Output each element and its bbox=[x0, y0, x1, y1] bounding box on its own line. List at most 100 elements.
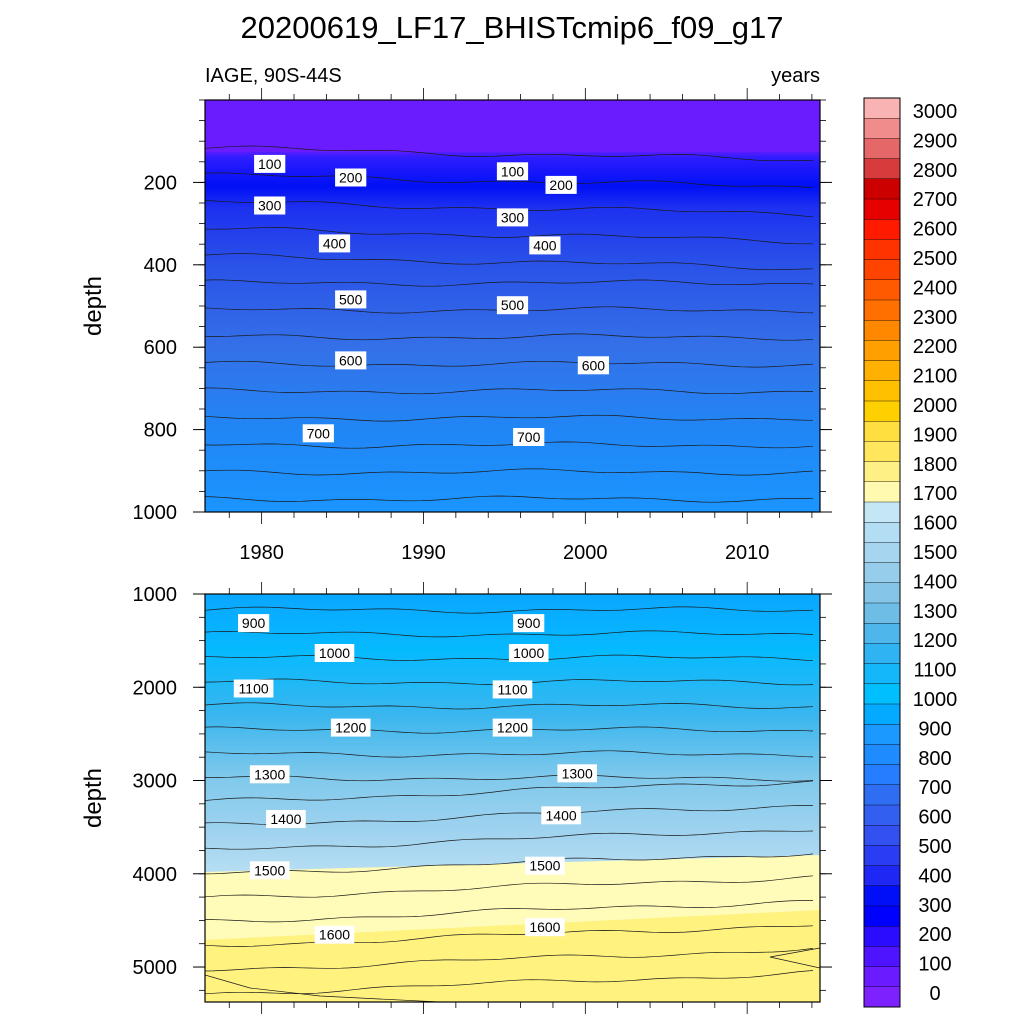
colorbar-label: 0 bbox=[929, 983, 940, 1005]
contour-label-box bbox=[249, 765, 290, 784]
colorbar: 3000290028002700260025002400230022002100… bbox=[863, 97, 958, 1008]
contour-label: 1200 bbox=[335, 720, 366, 736]
lower-ylabel: depth bbox=[80, 768, 107, 828]
colorbar-swatch bbox=[863, 744, 901, 766]
y-tick-label: 1000 bbox=[133, 584, 178, 606]
contour-label-box bbox=[513, 614, 545, 633]
contour-line bbox=[205, 805, 813, 825]
contour-label-box bbox=[492, 718, 533, 737]
contour-label: 500 bbox=[501, 297, 525, 313]
contour-line bbox=[205, 702, 814, 710]
contour-label: 200 bbox=[549, 177, 573, 193]
contour-label-box bbox=[496, 296, 529, 315]
colorbar-swatch bbox=[863, 97, 901, 119]
colorbar-label: 1300 bbox=[913, 601, 958, 623]
colorbar-swatch bbox=[863, 946, 901, 968]
colorbar-swatch bbox=[863, 602, 901, 624]
x-tick-label: 2010 bbox=[725, 542, 770, 564]
colorbar-label: 3000 bbox=[913, 101, 958, 123]
colorbar-label: 2200 bbox=[913, 336, 958, 358]
contour-label: 1300 bbox=[254, 766, 285, 782]
contour-label: 900 bbox=[517, 615, 541, 631]
contour-line bbox=[205, 279, 814, 287]
contour-label: 1500 bbox=[529, 858, 560, 874]
contour-label-box bbox=[577, 356, 609, 375]
contour-label-box bbox=[330, 718, 371, 737]
colorbar-label: 1500 bbox=[913, 542, 958, 564]
contour-label: 1200 bbox=[497, 720, 528, 736]
contour-label: 1000 bbox=[513, 645, 544, 661]
colorbar-swatch bbox=[863, 845, 901, 867]
contour-line bbox=[205, 172, 814, 189]
colorbar-swatch bbox=[863, 421, 901, 442]
colorbar-label: 1100 bbox=[913, 660, 956, 682]
colorbar-label: 2800 bbox=[913, 160, 958, 182]
colorbar-label: 2300 bbox=[913, 307, 958, 329]
colorbar-label: 600 bbox=[918, 807, 951, 829]
colorbar-label: 900 bbox=[918, 718, 951, 740]
chart-title: 20200619_LF17_BHISTcmip6_f09_g17 bbox=[241, 10, 784, 45]
contour-line bbox=[205, 145, 814, 162]
contour-label: 600 bbox=[339, 352, 363, 368]
colorbar-swatch bbox=[863, 562, 901, 584]
lower-axes: 1000 2000 3000 4000 5000 bbox=[133, 582, 832, 1014]
upper-axes: 200 400 600 800 1000 1980 1990 2000 2010 bbox=[133, 88, 832, 564]
contour-line bbox=[205, 360, 814, 368]
contour-label-box bbox=[525, 918, 565, 937]
colorbar-label: 2000 bbox=[913, 395, 958, 417]
contour-line bbox=[205, 606, 814, 614]
contour-label: 1300 bbox=[562, 765, 593, 781]
colorbar-swatch bbox=[863, 804, 901, 826]
contour-label-box bbox=[525, 856, 565, 875]
colorbar-swatch bbox=[863, 501, 901, 523]
contour-line bbox=[205, 495, 814, 503]
colorbar-swatch bbox=[863, 885, 901, 907]
colorbar-swatch bbox=[863, 582, 901, 604]
contour-line bbox=[205, 853, 814, 875]
contour-line bbox=[205, 750, 814, 758]
x-tick-label: 1980 bbox=[239, 542, 284, 564]
colorbar-frame bbox=[863, 97, 901, 1008]
contour-label: 1500 bbox=[254, 862, 285, 878]
colorbar-swatch bbox=[863, 138, 901, 160]
x-tick-label: 1990 bbox=[401, 542, 446, 564]
contour-label-box bbox=[557, 764, 597, 783]
colorbar-swatch bbox=[863, 784, 901, 806]
contour-label: 1000 bbox=[319, 645, 350, 661]
contour-label: 400 bbox=[533, 237, 557, 253]
contour-label-box bbox=[302, 424, 334, 443]
contour-label: 400 bbox=[323, 235, 347, 251]
colorbar-swatch bbox=[863, 683, 901, 705]
colorbar-swatch bbox=[863, 400, 901, 422]
y-tick-label: 1000 bbox=[133, 502, 178, 524]
colorbar-label: 800 bbox=[918, 748, 951, 770]
contour-line bbox=[205, 630, 814, 638]
contour-label: 900 bbox=[242, 615, 266, 631]
colorbar-swatch bbox=[863, 905, 901, 927]
subtitle-right: years bbox=[771, 65, 820, 87]
colorbar-swatch bbox=[863, 117, 901, 139]
colorbar-swatch bbox=[863, 340, 901, 362]
colorbar-label: 1400 bbox=[913, 571, 958, 593]
contour-label: 600 bbox=[582, 357, 606, 373]
contour-label: 1400 bbox=[546, 807, 577, 823]
contour-label-box bbox=[238, 614, 270, 633]
contour-label: 1600 bbox=[529, 919, 560, 935]
contour-label: 100 bbox=[501, 163, 525, 179]
contour-label-box bbox=[335, 351, 367, 370]
y-tick-label: 3000 bbox=[133, 771, 178, 793]
colorbar-swatch bbox=[863, 158, 901, 180]
contour-label-box bbox=[541, 806, 581, 825]
contour-label: 500 bbox=[339, 291, 363, 307]
contour-label: 1600 bbox=[319, 927, 350, 943]
colorbar-swatch bbox=[863, 299, 901, 321]
contour-line bbox=[769, 947, 820, 969]
colorbar-label: 100 bbox=[918, 954, 951, 976]
colorbar-swatch bbox=[863, 764, 901, 786]
y-tick-label: 2000 bbox=[133, 677, 178, 699]
colorbar-label: 2600 bbox=[913, 219, 958, 241]
colorbar-label: 2400 bbox=[913, 277, 958, 299]
contour-label-box bbox=[492, 680, 533, 699]
contour-label-box bbox=[314, 644, 355, 662]
